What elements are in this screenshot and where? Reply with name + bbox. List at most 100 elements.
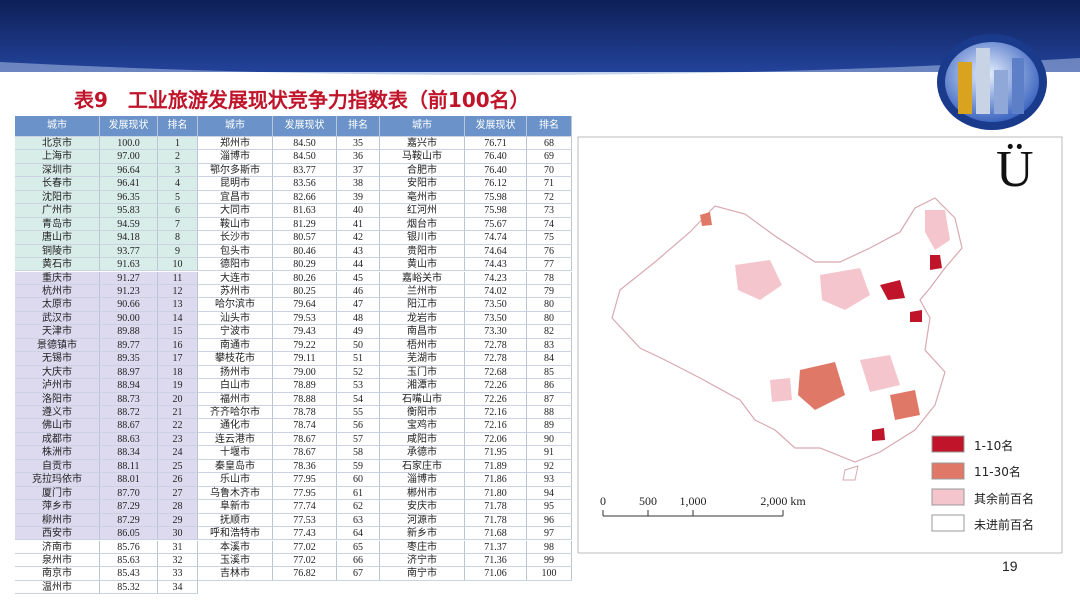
cell-score: 72.68 [465, 365, 527, 380]
cell-city: 西安市 [15, 527, 100, 541]
cell-score: 87.70 [100, 486, 158, 501]
cell-city: 承德市 [380, 446, 465, 460]
cell-rank: 100 [527, 567, 572, 581]
cell-city: 本溪市 [198, 540, 273, 554]
cell-score: 85.76 [100, 540, 158, 554]
cell-score: 80.26 [273, 271, 337, 285]
cell-score: 83.56 [273, 177, 337, 191]
scale-label: 2,000 km [760, 494, 806, 508]
cell-city: 新乡市 [380, 527, 465, 541]
cell-rank: 16 [158, 338, 198, 353]
header-rank: 排名 [527, 116, 572, 137]
cell-city: 泸州市 [15, 379, 100, 393]
cell-rank: 4 [158, 177, 198, 191]
cell-city: 嘉兴市 [380, 137, 465, 151]
cell-score: 88.73 [100, 392, 158, 406]
cell-city: 南通市 [198, 338, 273, 353]
cell-rank: 15 [158, 325, 198, 339]
cell-city: 咸阳市 [380, 432, 465, 447]
cell-city: 鄂尔多斯市 [198, 163, 273, 178]
cell-rank: 59 [337, 459, 380, 474]
cell-city: 石嘴山市 [380, 392, 465, 406]
cell-rank: 26 [158, 473, 198, 487]
cell-rank: 96 [527, 513, 572, 528]
cell-score: 79.22 [273, 338, 337, 353]
cell-rank: 91 [527, 446, 572, 460]
logo [937, 34, 1047, 130]
cell-city: 济宁市 [380, 553, 465, 568]
cell-city: 南宁市 [380, 567, 465, 581]
cell-rank: 55 [337, 406, 380, 420]
cell-rank: 31 [158, 540, 198, 554]
cell-city: 河源市 [380, 513, 465, 528]
cell-city: 济南市 [15, 540, 100, 554]
cell-city: 哈尔滨市 [198, 298, 273, 312]
cell-rank: 80 [527, 311, 572, 326]
cell-city: 泉州市 [15, 553, 100, 568]
cell-rank: 45 [337, 271, 380, 285]
cell-rank: 10 [158, 258, 198, 272]
cell-rank: 97 [527, 527, 572, 541]
cell-city: 湘潭市 [380, 379, 465, 393]
cell-score: 80.46 [273, 244, 337, 259]
cell-rank: 94 [527, 486, 572, 501]
cell-city: 太原市 [15, 298, 100, 312]
cell-city: 重庆市 [15, 271, 100, 285]
cell-rank: 53 [337, 379, 380, 393]
cell-score: 77.53 [273, 513, 337, 528]
cell-score: 82.66 [273, 190, 337, 205]
cell-rank: 2 [158, 150, 198, 164]
cell-rank: 27 [158, 486, 198, 501]
cell-score: 86.05 [100, 527, 158, 541]
cell-score: 71.80 [465, 486, 527, 501]
cell-city: 齐齐哈尔市 [198, 406, 273, 420]
cell-score: 93.77 [100, 244, 158, 259]
cell-score: 72.26 [465, 379, 527, 393]
cell-city: 扬州市 [198, 365, 273, 380]
cell-score: 91.23 [100, 284, 158, 299]
cell-rank: 71 [527, 177, 572, 191]
cell-city: 龙岩市 [380, 311, 465, 326]
cell-score: 73.30 [465, 325, 527, 339]
cell-city: 鞍山市 [198, 217, 273, 232]
cell-city: 黄山市 [380, 258, 465, 272]
cell-city: 武汉市 [15, 311, 100, 326]
cell-city: 黄石市 [15, 258, 100, 272]
cell-city: 衡阳市 [380, 406, 465, 420]
cell-score: 80.25 [273, 284, 337, 299]
cell-city: 昆明市 [198, 177, 273, 191]
cell-score: 94.18 [100, 231, 158, 245]
cell-city: 杭州市 [15, 284, 100, 299]
cell-city: 沈阳市 [15, 190, 100, 205]
cell-city: 淄博市 [380, 473, 465, 487]
cell-city: 青岛市 [15, 217, 100, 232]
cell-city: 郴州市 [380, 486, 465, 501]
cell-city: 大连市 [198, 271, 273, 285]
cell-rank: 18 [158, 365, 198, 380]
cell-rank: 98 [527, 540, 572, 554]
cell-rank: 39 [337, 190, 380, 205]
cell-score: 100.0 [100, 137, 158, 151]
cell-city: 深圳市 [15, 163, 100, 178]
cell-score: 77.95 [273, 486, 337, 501]
header-rank: 排名 [158, 116, 198, 137]
cell-score: 71.78 [465, 513, 527, 528]
cell-score: 88.63 [100, 432, 158, 447]
cell-rank: 72 [527, 190, 572, 205]
cell-rank: 54 [337, 392, 380, 406]
header-rank: 排名 [337, 116, 380, 137]
cell-rank: 50 [337, 338, 380, 353]
cell-rank: 1 [158, 137, 198, 151]
cell-rank: 29 [158, 513, 198, 528]
cell-city: 阜新市 [198, 500, 273, 514]
cell-score: 75.98 [465, 190, 527, 205]
cell-rank: 37 [337, 163, 380, 178]
cell-rank: 32 [158, 553, 198, 568]
cell-score: 78.78 [273, 406, 337, 420]
cell-score: 79.64 [273, 298, 337, 312]
cell-rank: 82 [527, 325, 572, 339]
cell-city: 厦门市 [15, 486, 100, 501]
cell-city: 通化市 [198, 419, 273, 433]
cell-city: 淄博市 [198, 150, 273, 164]
header-city: 城市 [380, 116, 465, 137]
